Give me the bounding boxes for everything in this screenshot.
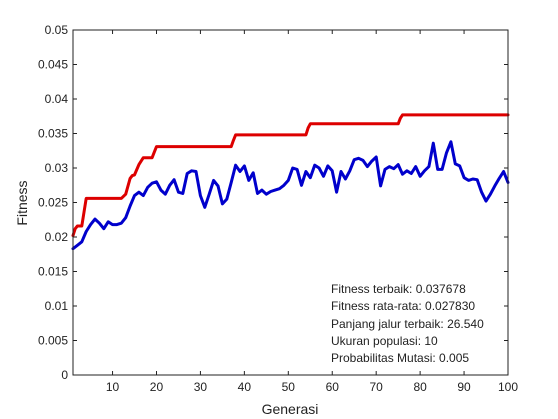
annotation-best-fitness: Fitness terbaik: 0.037678: [331, 282, 466, 296]
y-tick-label: 0.005: [38, 334, 68, 348]
y-tick-label: 0.03: [45, 161, 69, 175]
stats-annotations: Fitness terbaik: 0.037678 Fitness rata-r…: [331, 282, 484, 365]
x-tick-label: 20: [150, 380, 164, 394]
y-axis-ticks: 0 0.005 0.01 0.015 0.02 0.025 0.03 0.035 0.04 0.0…: [38, 23, 508, 382]
y-tick-label: 0.02: [45, 230, 69, 244]
annotation-best-path-length: Panjang jalur terbaik: 26.540: [331, 317, 484, 331]
x-tick-label: 10: [106, 380, 120, 394]
best-fitness-line: [71, 113, 510, 238]
y-tick-label: 0.045: [38, 58, 68, 72]
y-tick-label: 0.01: [45, 299, 69, 313]
y-tick-label: 0.025: [38, 196, 68, 210]
y-tick-label: 0.015: [38, 265, 68, 279]
x-axis-ticks: 10 20 30 40 50 60 70 80 90 100: [106, 30, 518, 394]
annotation-mean-fitness: Fitness rata-rata: 0.027830: [331, 299, 475, 313]
y-tick-label: 0.035: [38, 127, 68, 141]
y-tick-label: 0.05: [45, 23, 69, 37]
x-axis-title: Generasi: [262, 401, 319, 417]
x-tick-label: 50: [282, 380, 296, 394]
plot-area: [73, 30, 508, 375]
annotation-mutation-probability: Probabilitas Mutasi: 0.005: [331, 351, 469, 365]
x-tick-label: 80: [413, 380, 427, 394]
mean-fitness-line: [71, 140, 510, 251]
x-tick-label: 100: [498, 380, 518, 394]
annotation-population-size: Ukuran populasi: 10: [331, 334, 438, 348]
series-layer: [71, 113, 510, 251]
x-tick-label: 30: [194, 380, 208, 394]
y-axis-title: Fitness: [14, 180, 30, 225]
x-tick-label: 70: [370, 380, 384, 394]
x-tick-label: 90: [457, 380, 471, 394]
x-tick-label: 60: [326, 380, 340, 394]
y-tick-label: 0: [61, 368, 68, 382]
x-tick-label: 40: [238, 380, 252, 394]
y-tick-label: 0.04: [45, 92, 69, 106]
